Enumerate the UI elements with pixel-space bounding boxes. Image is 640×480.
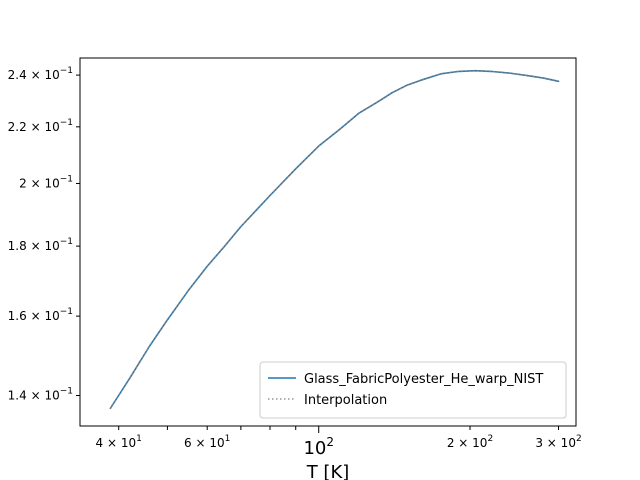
y-tick-label: 2 × 10−1 bbox=[19, 174, 73, 190]
series-line-interpolation bbox=[109, 70, 560, 409]
x-tick-label: 2 × 102 bbox=[447, 434, 493, 450]
y-tick-label: 1.4 × 10−1 bbox=[8, 387, 73, 403]
legend-entry-label: Glass_FabricPolyester_He_warp_NIST bbox=[304, 372, 543, 387]
y-tick-label: 1.6 × 10−1 bbox=[8, 307, 73, 323]
y-tick-exponent: −1 bbox=[60, 174, 73, 184]
series-layer bbox=[109, 69, 560, 410]
plot-frame bbox=[79, 57, 577, 427]
y-tick-exponent: −1 bbox=[60, 237, 73, 247]
legend-entry-label: Interpolation bbox=[304, 393, 387, 408]
y-tick-label: 1.8 × 10−1 bbox=[8, 237, 73, 253]
x-tick-label: 3 × 102 bbox=[535, 434, 581, 450]
y-tick-exponent: −1 bbox=[60, 118, 73, 128]
y-ticks: 1.4 × 10−1 1.6 × 10−1 1.8 × 10−1 2 × 10−1 2.… bbox=[8, 66, 80, 403]
x-tick-label: 6 × 101 bbox=[184, 434, 230, 450]
legend-box bbox=[259, 361, 567, 419]
legend: Glass_FabricPolyester_He_warp_NIST Interp… bbox=[259, 361, 567, 419]
x-axis-label: T [K] bbox=[306, 462, 350, 480]
x-tick-exponent: 2 bbox=[487, 434, 493, 444]
y-tick-label: 2.4 × 10−1 bbox=[8, 66, 73, 82]
x-tick-label: 4 × 101 bbox=[96, 434, 142, 450]
y-tick-exponent: −1 bbox=[60, 66, 73, 76]
x-tick-exponent: 1 bbox=[136, 434, 142, 444]
x-tick-exponent: 1 bbox=[225, 434, 231, 444]
y-tick-exponent: −1 bbox=[60, 387, 73, 397]
y-tick-label: 2.2 × 10−1 bbox=[8, 118, 73, 134]
y-tick-exponent: −1 bbox=[60, 307, 73, 317]
x-tick-exponent: 2 bbox=[326, 435, 334, 449]
x-ticks: 4 × 101 6 × 101 102 2 × 102 3 × 102 bbox=[96, 426, 582, 459]
x-tick-exponent: 2 bbox=[576, 434, 582, 444]
